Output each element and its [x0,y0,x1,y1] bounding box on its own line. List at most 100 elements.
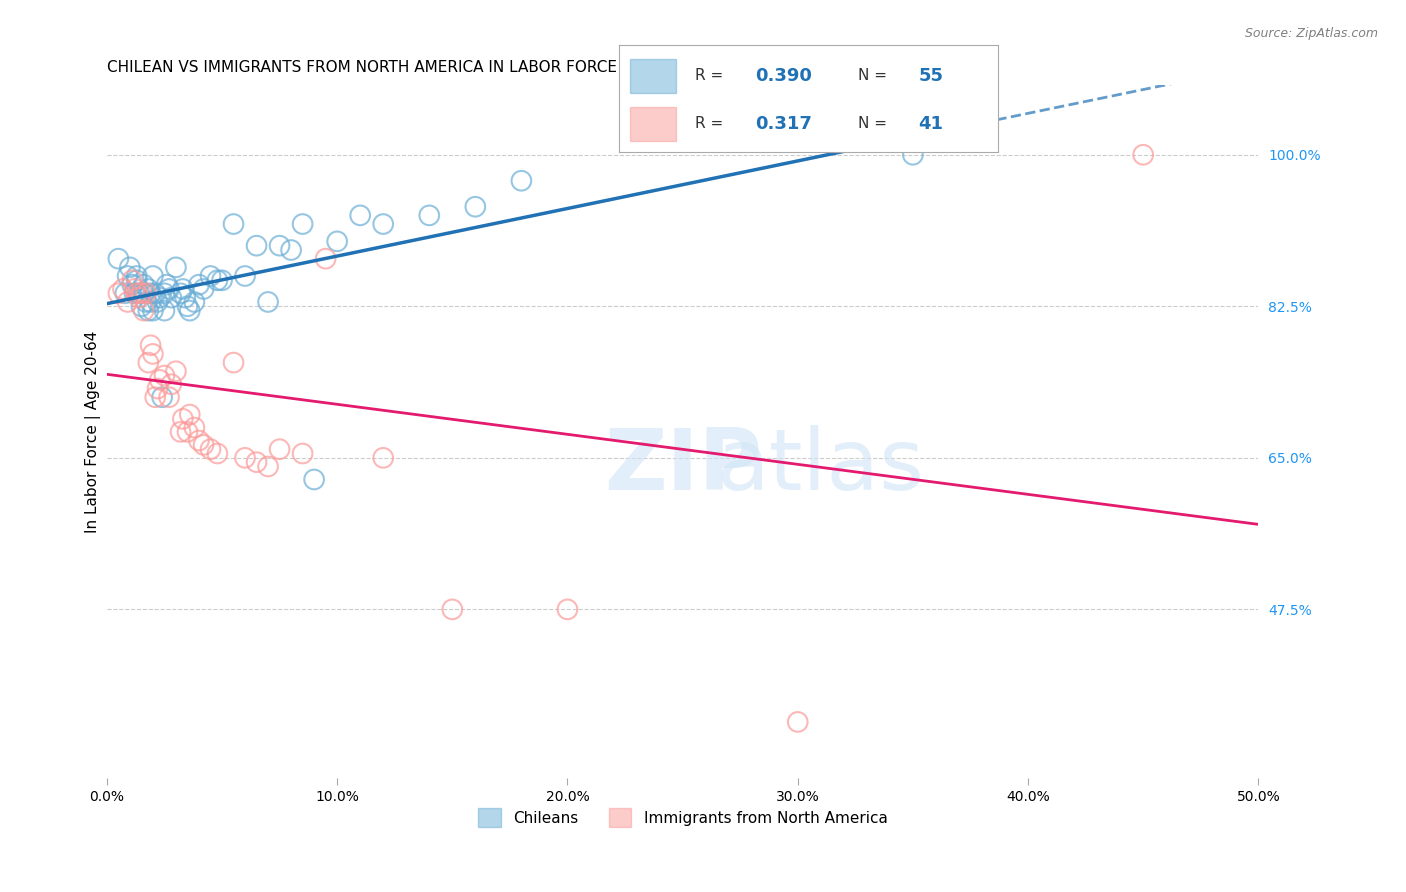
Point [245,455,267,469]
Point [291,217,314,231]
Point [153,286,176,301]
Point [165,260,187,275]
Point [136,355,159,369]
Point [464,200,486,214]
Point [222,355,245,369]
Point [153,303,176,318]
Point [557,602,579,616]
Point [157,282,180,296]
Point [188,434,211,448]
Point [125,273,148,287]
Point [132,277,155,292]
Point [326,235,349,249]
Point [373,450,395,465]
Point [174,291,197,305]
Y-axis label: In Labor Force | Age 20-64: In Labor Force | Age 20-64 [86,331,101,533]
Text: 41: 41 [918,115,943,133]
Point [107,252,129,266]
Point [349,208,371,222]
Point [143,390,166,404]
Point [142,268,165,283]
Point [901,148,924,162]
Point [172,282,194,296]
Point [183,420,205,434]
Point [211,273,233,287]
Text: Source: ZipAtlas.com: Source: ZipAtlas.com [1244,27,1378,40]
Text: 55: 55 [918,67,943,85]
Point [121,273,143,287]
Point [269,442,291,457]
FancyBboxPatch shape [630,59,675,93]
Point [188,277,211,292]
Point [257,459,280,474]
Point [131,299,153,313]
Point [441,602,464,616]
Point [207,273,229,287]
Point [193,438,215,452]
Text: N =: N = [858,116,891,131]
Point [124,286,146,301]
Point [418,208,440,222]
Point [179,303,201,318]
Point [117,268,139,283]
Point [222,217,245,231]
Point [135,286,157,301]
Point [146,382,169,396]
Point [169,425,191,439]
Text: R =: R = [695,68,728,83]
Point [125,268,148,283]
Point [132,286,155,301]
Point [107,286,129,301]
Point [233,450,256,465]
Point [121,277,143,292]
Point [510,174,533,188]
Point [269,238,291,252]
Point [373,217,395,231]
Point [172,412,194,426]
FancyBboxPatch shape [630,107,675,141]
Point [118,260,141,275]
Point [291,446,314,460]
Point [169,286,191,301]
Point [200,268,222,283]
Point [153,368,176,383]
Point [128,286,150,301]
Point [146,295,169,310]
Point [131,286,153,301]
Point [315,252,337,266]
Point [139,338,162,352]
Text: N =: N = [858,68,891,83]
Point [786,714,808,729]
Point [142,303,165,318]
Point [302,473,325,487]
Point [139,295,162,310]
Point [135,295,157,310]
Point [111,282,134,296]
Point [193,282,215,296]
Point [156,277,179,292]
Point [132,303,155,318]
Point [143,286,166,301]
Point [1132,148,1154,162]
Point [207,446,229,460]
Point [280,243,302,257]
Text: ZIP: ZIP [603,425,762,508]
Point [157,390,180,404]
Point [200,442,222,457]
Point [179,408,201,422]
Point [136,303,159,318]
Point [139,286,162,301]
Point [124,282,146,296]
Point [117,295,139,310]
Point [149,291,172,305]
Text: atlas: atlas [717,425,925,508]
Point [128,291,150,305]
Point [150,390,173,404]
Point [125,286,148,301]
Text: 0.317: 0.317 [755,115,813,133]
Text: 0.390: 0.390 [755,67,813,85]
Text: R =: R = [695,116,728,131]
Text: CHILEAN VS IMMIGRANTS FROM NORTH AMERICA IN LABOR FORCE | AGE 20-64 CORRELATION : CHILEAN VS IMMIGRANTS FROM NORTH AMERICA… [107,60,883,76]
Point [160,291,183,305]
Point [176,299,198,313]
